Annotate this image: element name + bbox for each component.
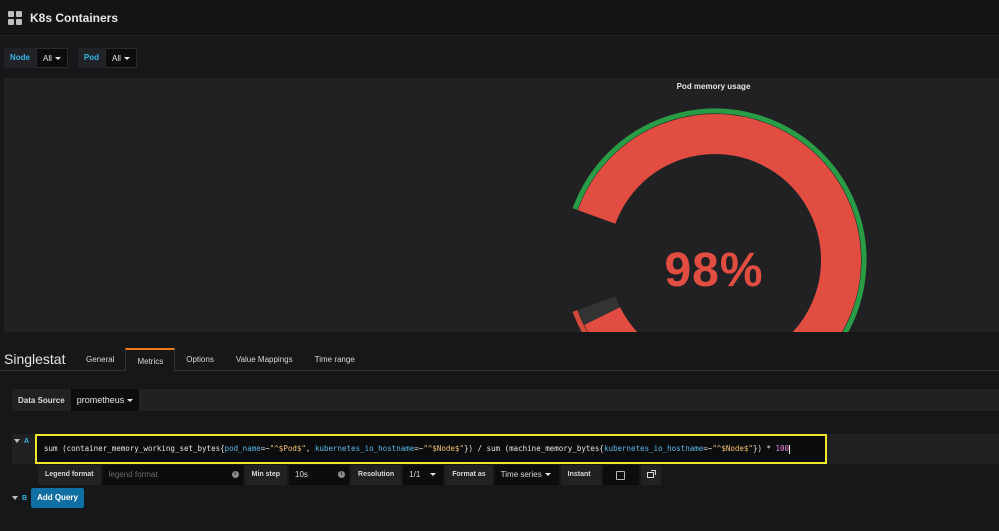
info-icon[interactable]: i (338, 471, 346, 478)
variable-label-pod: Pod (77, 48, 105, 68)
query-token: 100 (775, 444, 790, 453)
query-ref-b[interactable]: B (12, 495, 27, 502)
query-token: pod_name (224, 444, 261, 453)
tab-time-range[interactable]: Time range (314, 355, 355, 364)
panel-title[interactable]: Pod memory usage (676, 82, 751, 91)
tab-general[interactable]: General (86, 355, 115, 364)
query-options-row: Legend format legend format i Min step 10… (38, 465, 661, 485)
gauge-value-arc (577, 114, 861, 332)
min-step-label: Min step (244, 465, 288, 485)
variable-value-node: All (43, 54, 52, 63)
query-ref-label: B (22, 494, 28, 502)
data-source-select[interactable]: prometheus (70, 389, 140, 411)
variable-select-node[interactable]: All (36, 48, 68, 68)
resolution-value: 1/1 (409, 470, 421, 479)
share-icon (647, 470, 657, 478)
caret-down-icon (127, 399, 134, 403)
query-token: (container_memory_working_set_bytes{ (62, 444, 225, 453)
query-token: }) * (752, 444, 776, 453)
query-row-b: B Add Query (12, 488, 84, 508)
singlestat-panel[interactable]: Pod memory usage 98% (4, 78, 999, 332)
query-row-a: A sum (container_memory_working_set_byte… (12, 434, 999, 464)
min-step-value: 10s (295, 470, 308, 479)
caret-down-icon (123, 57, 130, 61)
query-token: "^$Node$" (712, 444, 753, 453)
template-variables: Node All Pod All (4, 48, 147, 68)
gauge-remaining-arc (577, 296, 621, 325)
top-bar: K8s Containers (0, 0, 999, 36)
data-source-label: Data Source (18, 395, 65, 405)
dashboard-title[interactable]: K8s Containers (30, 10, 119, 25)
resolution-label: Resolution (351, 465, 402, 485)
info-icon[interactable]: i (231, 471, 239, 478)
panel-editor-header: Singlestat General Metrics Options Value… (0, 345, 999, 372)
data-source-row: Data Source prometheus (12, 389, 999, 411)
collapse-icon (12, 495, 18, 500)
query-token: "^$Pod$" (269, 444, 306, 453)
gauge-chart (572, 108, 867, 332)
variable-select-pod[interactable]: All (105, 48, 137, 68)
tab-value-mappings[interactable]: Value Mappings (235, 355, 293, 364)
query-token: =~ (414, 444, 424, 453)
query-token: kubernetes_io_hostname (314, 444, 415, 453)
editor-tabs: General Metrics Options Value Mappings T… (75, 348, 366, 372)
gauge-value-text: 98% (664, 244, 764, 297)
min-step-input[interactable]: 10s i (289, 465, 350, 485)
panel-type-title: Singlestat (4, 351, 66, 367)
legend-format-input[interactable]: legend format i (102, 465, 243, 485)
variable-label-node: Node (4, 48, 36, 68)
query-token: }) / sum (machine_memory_bytes{ (463, 444, 604, 453)
resolution-select[interactable]: 1/1 (403, 465, 444, 485)
collapse-icon (14, 439, 20, 444)
data-source-value: prometheus (76, 395, 125, 405)
gauge-threshold-green (572, 108, 867, 332)
query-inspector-button[interactable] (640, 465, 661, 485)
query-token: =~ (260, 444, 270, 453)
query-token: , (305, 444, 315, 453)
query-ref-label: A (24, 438, 30, 445)
query-token: =~ (703, 444, 713, 453)
tab-options[interactable]: Options (186, 355, 214, 364)
query-token: sum (44, 444, 63, 453)
tab-metrics[interactable]: Metrics (125, 348, 176, 372)
instant-checkbox[interactable] (616, 470, 626, 480)
legend-format-placeholder: legend format (108, 470, 158, 479)
format-as-label: Format as (445, 465, 493, 485)
legend-format-label: Legend format (38, 465, 101, 485)
caret-down-icon (430, 473, 437, 477)
caret-down-icon (54, 57, 61, 61)
query-expression-input[interactable]: sum (container_memory_working_set_bytes{… (35, 434, 827, 464)
text-cursor (789, 444, 791, 454)
instant-label: Instant (560, 465, 601, 485)
add-query-button[interactable]: Add Query (31, 488, 84, 508)
grid-icon[interactable] (8, 10, 22, 25)
instant-checkbox-wrap (602, 465, 639, 485)
format-as-select[interactable]: Time series (494, 465, 559, 485)
query-token: "^$Node$" (423, 444, 464, 453)
format-as-value: Time series (500, 470, 542, 479)
caret-down-icon (544, 473, 551, 477)
gauge-threshold-red (572, 310, 588, 332)
query-token: kubernetes_io_hostname (603, 444, 704, 453)
panel-title-wrap: Pod memory usage (4, 82, 999, 91)
variable-value-pod: All (112, 54, 121, 63)
query-ref-a[interactable]: A (14, 438, 29, 445)
